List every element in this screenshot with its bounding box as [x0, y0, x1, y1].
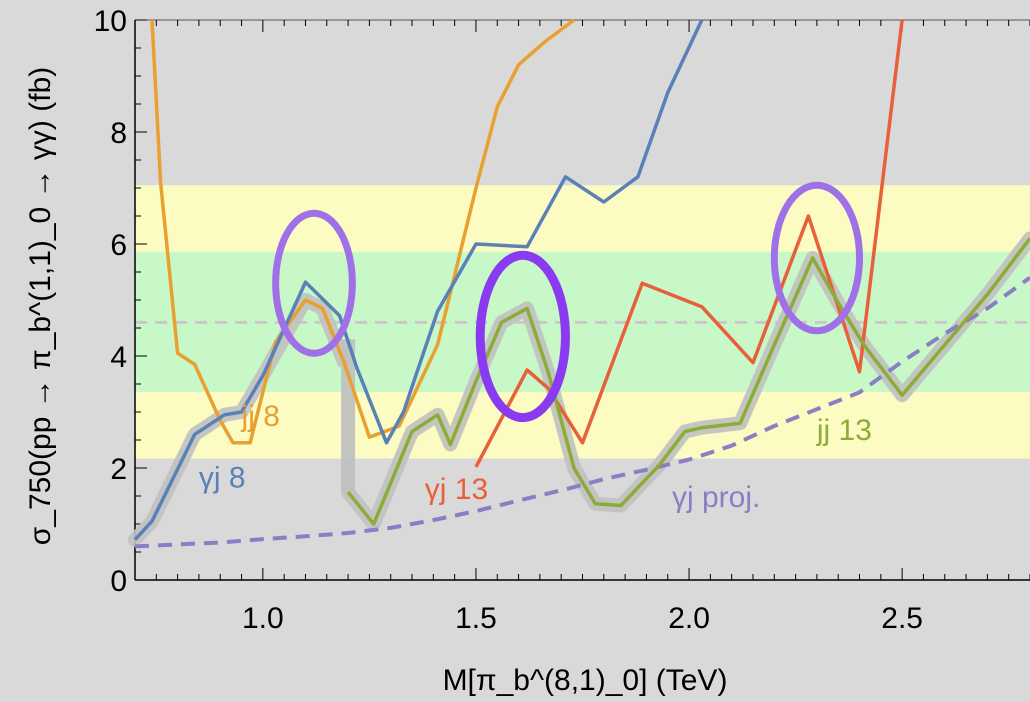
y-tick-label: 0: [110, 565, 127, 598]
y-tick-label: 2: [110, 453, 127, 486]
series-label: jj 13: [816, 414, 872, 447]
x-tick-label: 1.0: [242, 602, 284, 635]
series-label: γj 13: [425, 473, 488, 506]
y-tick-label: 10: [94, 5, 127, 38]
y-tick-label: 4: [110, 341, 127, 374]
y-tick-label: 6: [110, 229, 127, 262]
series-label: jj 8: [241, 400, 280, 433]
x-tick-label: 2.5: [881, 602, 923, 635]
y-tick-label: 8: [110, 117, 127, 150]
series-label: γj 8: [199, 462, 246, 495]
y-axis-title: σ_750(pp → π_b^(1,1)_0 → γγ) (fb): [24, 67, 57, 545]
series-label: γj proj.: [672, 481, 760, 514]
x-axis-title: M[π_b^(8,1)_0] (TeV): [443, 664, 728, 697]
x-tick-label: 1.5: [455, 602, 497, 635]
x-tick-label: 2.0: [668, 602, 710, 635]
